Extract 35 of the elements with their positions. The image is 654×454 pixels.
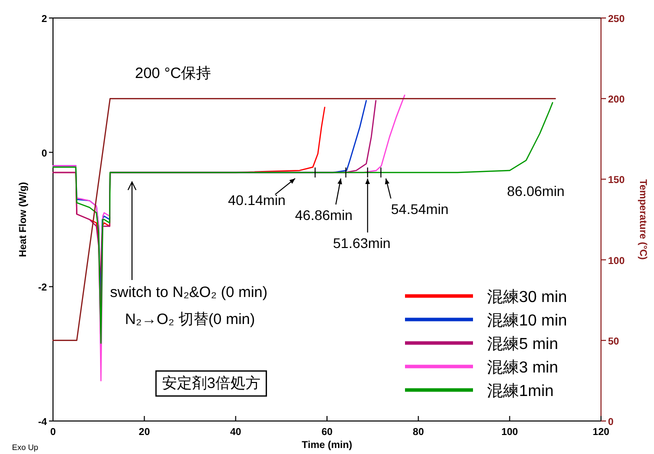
annotation: 46.86min [295, 207, 353, 223]
y-axis-title: Heat Flow (W/g) [18, 182, 29, 257]
annotation: 安定剤3倍処方 [162, 375, 260, 392]
annotation: 86.06min [507, 183, 565, 199]
y2-tick-label: 150 [608, 175, 626, 186]
y2-tick-label: 50 [608, 336, 620, 348]
y2-tick-label: 250 [608, 14, 626, 25]
y-tick-label: 2 [41, 14, 48, 25]
x-tick-label: 20 [138, 427, 150, 438]
x-axis-title: Time (min) [302, 440, 352, 451]
y-tick-label: -4 [38, 417, 48, 428]
y2-tick-label: 100 [608, 256, 626, 267]
annotation: switch to N₂&O₂ (0 min) [110, 284, 268, 301]
x-tick-label: 80 [412, 427, 424, 438]
y-tick-label: -2 [38, 282, 48, 294]
text: Exo Up [12, 443, 39, 452]
x-tick-label: 120 [592, 427, 610, 438]
annotation: 40.14min [228, 192, 286, 208]
annotation: 51.63min [333, 235, 391, 251]
x-tick-label: 100 [501, 427, 518, 438]
legend-label: 混練10 min [487, 312, 568, 330]
annotation: N₂→O₂ 切替(0 min) [125, 311, 255, 328]
legend-label: 混練5 min [487, 335, 558, 353]
y-tick-label: 0 [41, 148, 48, 160]
y2-axis-title: Temperature (°C) [637, 179, 648, 260]
x-tick-label: 0 [50, 427, 56, 438]
annotation: 200 °C保持 [135, 65, 212, 82]
legend-label: 混練30 min [487, 288, 568, 306]
legend-label: 混練3 min [487, 358, 558, 376]
y2-tick-label: 0 [608, 417, 614, 428]
x-tick-label: 40 [230, 427, 242, 438]
legend-label: 混練1min [487, 382, 554, 400]
y2-tick-label: 200 [608, 94, 626, 106]
x-tick-label: 60 [321, 427, 333, 438]
annotation: 54.54min [391, 201, 449, 217]
